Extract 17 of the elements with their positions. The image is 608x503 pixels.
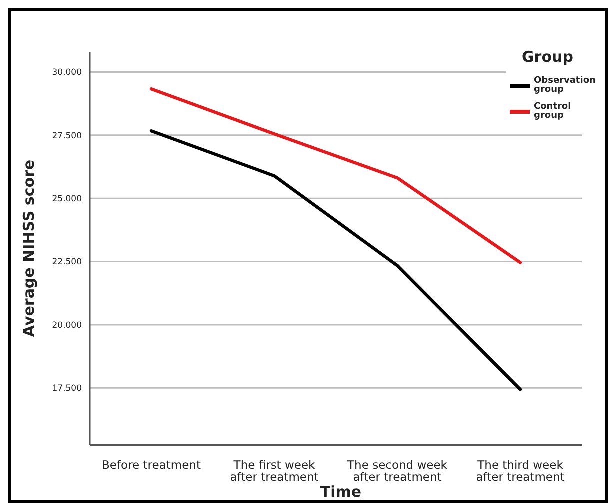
x-tick-label: Before treatment bbox=[102, 458, 202, 472]
x-tick-label: The third week after treatment bbox=[476, 458, 566, 484]
y-tick-label: 27.500 bbox=[52, 131, 82, 142]
x-axis-title: Time bbox=[320, 483, 362, 501]
legend-label: Control group bbox=[534, 102, 572, 121]
y-tick-label: 30.000 bbox=[52, 68, 82, 78]
y-tick-label: 17.500 bbox=[52, 384, 82, 394]
x-tick-label: The first week after treatment bbox=[230, 458, 320, 484]
legend-label: Observation group bbox=[534, 76, 596, 95]
y-tick-label: 20.000 bbox=[52, 320, 82, 331]
x-tick-label: The second week after treatment bbox=[346, 458, 448, 484]
line-series bbox=[150, 88, 522, 264]
y-tick-label: 22.500 bbox=[52, 258, 82, 268]
legend-title: Group bbox=[522, 48, 574, 66]
y-axis-title: Average NIHSS score bbox=[20, 160, 38, 338]
line-series bbox=[150, 130, 522, 392]
y-tick-label: 25.000 bbox=[52, 194, 82, 205]
